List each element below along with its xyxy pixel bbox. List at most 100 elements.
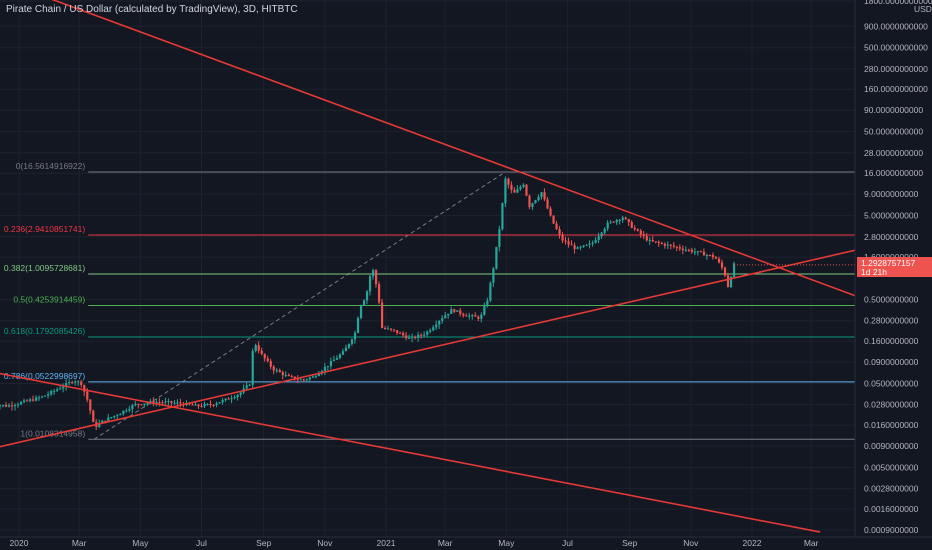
price-axis-tick: 0.0016000000: [864, 504, 919, 514]
candle-body: [356, 317, 360, 333]
candle-body: [4, 404, 8, 407]
candle-body: [368, 276, 372, 292]
candle-body: [350, 339, 354, 344]
time-axis-panel: [0, 537, 932, 550]
candle-body: [29, 399, 32, 401]
candle-body: [543, 192, 546, 200]
candle-body: [678, 247, 682, 249]
candle-body: [365, 291, 369, 301]
candle-body: [552, 215, 555, 224]
current-price-value: 1.2928757157: [861, 258, 916, 268]
candle-body: [633, 227, 636, 230]
price-axis-tick: 0.0160000000: [864, 420, 919, 430]
candle-body: [549, 208, 552, 216]
candle-body: [98, 423, 101, 427]
candle-body: [383, 327, 387, 329]
candle-body: [158, 402, 161, 404]
candle-body: [522, 184, 525, 187]
candle-body: [657, 241, 660, 243]
candle-body: [347, 343, 351, 348]
candle-body: [194, 404, 197, 406]
candle-body: [122, 410, 125, 414]
candle-body: [693, 251, 697, 253]
candle-body: [603, 228, 606, 233]
price-axis-tick: 28.0000000000: [864, 148, 923, 158]
candle-body: [302, 379, 305, 381]
time-axis-tick: 2020: [10, 538, 29, 548]
candle-body: [420, 334, 423, 336]
candle-body: [77, 381, 80, 383]
candle-body: [224, 398, 227, 401]
candle-body: [573, 245, 576, 249]
candle-body: [498, 229, 501, 247]
candle-body: [720, 262, 724, 268]
candle-body: [167, 401, 170, 403]
candle-body: [528, 195, 531, 208]
candle-body: [432, 327, 435, 331]
candle-body: [477, 316, 480, 319]
candle-body: [125, 410, 128, 412]
candle-body: [10, 405, 14, 407]
candle-body: [621, 217, 624, 220]
candle-body: [540, 192, 543, 197]
time-axis-tick: May: [132, 538, 149, 548]
candle-body: [236, 394, 239, 398]
candle-body: [507, 178, 510, 185]
fib-level-label: 0.5(0.4253914459): [13, 294, 85, 304]
candle-body: [326, 365, 330, 367]
candle-body: [609, 221, 612, 223]
candle-body: [332, 359, 336, 362]
price-axis-tick: 0.0009000000: [864, 525, 919, 535]
candle-body: [278, 370, 281, 373]
candle-body: [531, 203, 534, 208]
candle-body: [618, 219, 621, 221]
candle-body: [137, 403, 140, 405]
candle-body: [501, 203, 504, 230]
price-axis-tick: 0.0900000000: [864, 357, 919, 367]
candle-body: [723, 267, 727, 276]
candle-body: [405, 335, 408, 339]
candle-body: [480, 314, 483, 319]
candle-body: [435, 324, 438, 328]
candle-body: [660, 242, 663, 244]
candle-body: [131, 405, 134, 410]
candle-body: [387, 328, 390, 330]
candle-body: [408, 337, 411, 339]
candle-body: [399, 332, 402, 334]
candle-body: [197, 404, 200, 407]
candle-body: [107, 417, 110, 422]
candle-body: [429, 330, 432, 332]
price-axis-tick: 0.0500000000: [864, 379, 919, 389]
candle-body: [438, 320, 441, 325]
candle-body: [585, 244, 588, 246]
candle-body: [711, 254, 715, 258]
candle-body: [230, 398, 233, 400]
candle-body: [245, 385, 248, 389]
candle-body: [597, 236, 600, 241]
candle-body: [672, 245, 675, 247]
candle-body: [570, 244, 573, 246]
candle-body: [627, 219, 630, 223]
candle-body: [390, 328, 393, 330]
candle-body: [555, 223, 558, 230]
candle-body: [393, 329, 396, 331]
candle-body: [414, 336, 417, 338]
candle-body: [299, 379, 302, 381]
candle-body: [68, 382, 71, 384]
price-axis-tick: 16.0000000000: [864, 168, 923, 178]
time-axis-tick: Sep: [256, 538, 271, 548]
time-axis-tick: Sep: [622, 538, 637, 548]
candle-body: [615, 220, 618, 223]
price-axis-tick: 1800.0000000000: [864, 0, 932, 6]
candle-body: [684, 249, 688, 251]
candle-body: [212, 404, 215, 406]
candle-body: [702, 251, 706, 256]
price-axis-tick: 2.8000000000: [864, 232, 919, 242]
candle-body: [86, 391, 89, 400]
candle-body: [546, 199, 549, 209]
candle-body: [254, 345, 257, 352]
current-price-tag: 1.2928757157 1d 21h: [857, 257, 932, 277]
candle-body: [23, 400, 26, 403]
candle-body: [104, 420, 107, 422]
